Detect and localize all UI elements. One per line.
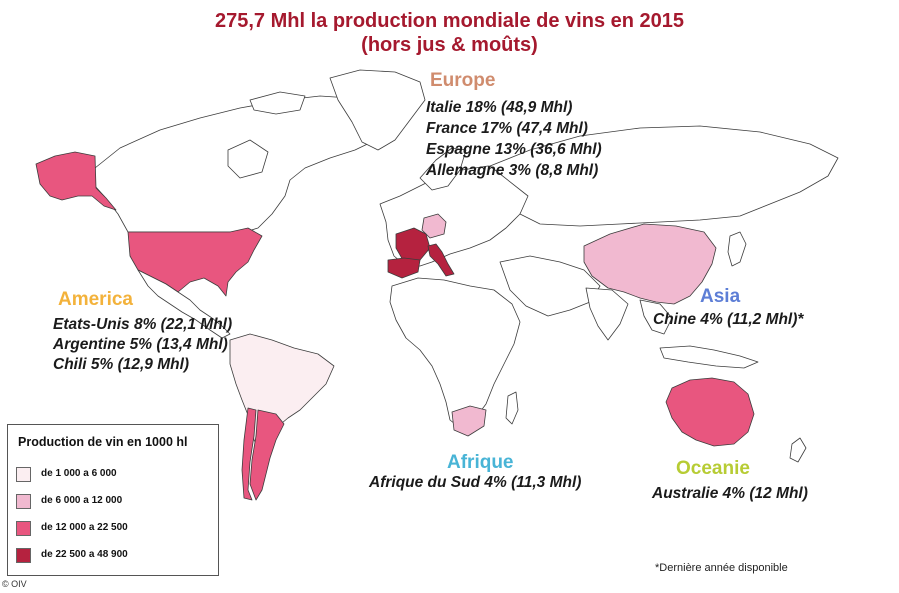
afrique-title: Afrique	[447, 452, 514, 473]
map-alaska	[35, 151, 117, 211]
footnote: *Dernière année disponible	[655, 562, 788, 574]
map-hudson-bay	[227, 139, 269, 179]
map-germany	[421, 213, 447, 239]
legend-swatch	[16, 494, 31, 509]
asia-title: Asia	[700, 286, 741, 307]
map-mexico	[137, 269, 231, 339]
map-title-line2: (hors jus & moûts)	[361, 34, 538, 56]
stat-espagne: Espagne 13% (36,6 Mhl)	[426, 141, 602, 158]
map-title-line1: 275,7 Mhl la production mondiale de vins…	[214, 10, 685, 32]
map-indonesia	[659, 345, 759, 369]
copyright: © OIV	[2, 579, 27, 589]
map-scandinavia	[419, 147, 467, 191]
map-new-zealand	[789, 437, 807, 463]
map-france	[395, 227, 431, 263]
map-greenland	[329, 69, 426, 151]
legend-swatch	[16, 521, 31, 536]
stat-chili: Chili 5% (12,9 Mhl)	[53, 356, 190, 373]
stat-italie: Italie 18% (48,9 Mhl)	[426, 99, 573, 116]
legend-title: Production de vin en 1000 hl	[18, 435, 188, 449]
legend-label: de 6 000 a 12 000	[41, 495, 123, 506]
stat-france: France 17% (47,4 Mhl)	[426, 120, 588, 137]
map-africa	[389, 277, 521, 429]
map-middle-east	[499, 255, 601, 317]
map-india	[585, 287, 629, 341]
map-china	[583, 223, 717, 305]
map-title: 275,7 Mhl la production mondiale de vins…	[0, 9, 899, 57]
map-chile	[241, 407, 257, 501]
map-spain	[387, 257, 421, 279]
stat-chine: Chine 4% (11,2 Mhl)*	[653, 311, 804, 328]
legend-swatch	[16, 467, 31, 482]
legend-swatch	[16, 548, 31, 563]
legend-label: de 12 000 a 22 500	[41, 522, 128, 533]
legend-label: de 1 000 a 6 000	[41, 468, 117, 479]
legend-label: de 22 500 a 48 900	[41, 549, 128, 560]
map-arctic-islands	[249, 91, 306, 115]
legend: Production de vin en 1000 hl de 1 000 a …	[7, 424, 219, 576]
map-australia	[665, 377, 755, 447]
stat-argentine: Argentine 5% (13,4 Mhl)	[53, 336, 228, 353]
stat-australie: Australie 4% (12 Mhl)	[652, 485, 808, 502]
stat-etats-unis: Etats-Unis 8% (22,1 Mhl)	[53, 316, 233, 333]
europe-title: Europe	[430, 70, 496, 91]
map-southeast-asia	[639, 299, 673, 335]
map-japan	[727, 231, 747, 267]
stat-afrique-du-sud: Afrique du Sud 4% (11,3 Mhl)	[369, 474, 582, 491]
map-italy	[427, 243, 455, 277]
america-title: America	[58, 289, 133, 310]
stat-allemagne: Allemagne 3% (8,8 Mhl)	[426, 162, 599, 179]
map-south-africa	[451, 405, 487, 437]
oceanie-title: Oceanie	[676, 458, 750, 479]
map-argentina	[249, 409, 285, 501]
map-south-america	[229, 333, 335, 451]
map-russia	[489, 125, 839, 227]
map-madagascar	[505, 391, 519, 425]
